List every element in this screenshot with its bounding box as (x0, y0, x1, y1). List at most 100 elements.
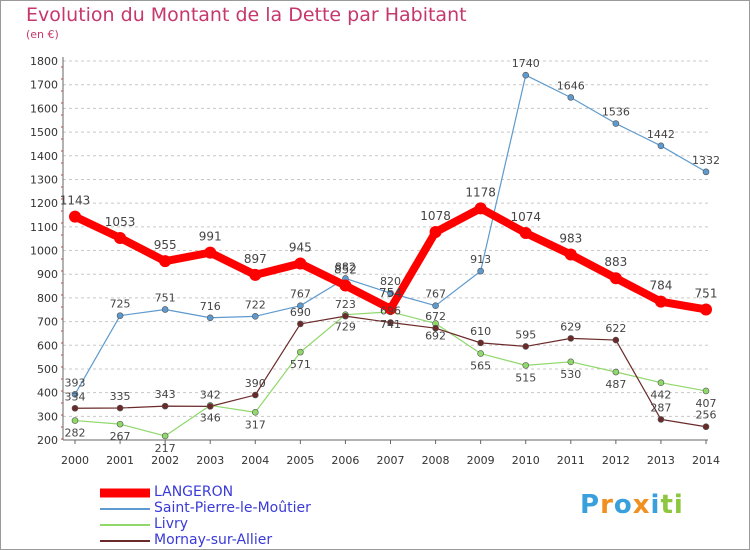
data-point (612, 368, 620, 376)
data-point (206, 403, 214, 410)
data-point (161, 402, 169, 410)
data-point (477, 339, 484, 347)
data-label: 622 (605, 322, 626, 335)
data-label: 346 (200, 411, 221, 424)
data-point (477, 267, 484, 275)
data-point (251, 408, 259, 416)
data-label: 690 (290, 306, 311, 319)
x-tick-label: 2011 (557, 454, 585, 467)
y-tick-label: 800 (37, 292, 58, 305)
data-point (432, 302, 439, 309)
data-point (522, 362, 530, 369)
data-label: 565 (470, 360, 491, 373)
data-point (159, 255, 172, 268)
legend-swatch (100, 508, 150, 510)
data-label: 754 (379, 286, 402, 300)
data-label: 913 (470, 253, 491, 266)
data-label: 882 (335, 260, 356, 273)
x-tick-label: 2007 (377, 454, 405, 467)
data-point (567, 358, 575, 366)
data-point (161, 432, 169, 440)
logo-letter: i (673, 490, 684, 520)
data-label: 729 (335, 321, 356, 334)
data-point (519, 226, 532, 239)
data-point (429, 226, 442, 239)
data-label: 515 (515, 371, 536, 384)
data-label: 723 (335, 298, 356, 311)
data-label: 991 (199, 230, 222, 244)
data-label: 317 (245, 418, 266, 431)
x-tick-label: 2014 (692, 454, 720, 467)
x-tick-label: 2008 (422, 454, 450, 467)
x-tick-label: 2001 (106, 454, 134, 467)
x-tick-label: 2005 (286, 454, 314, 467)
data-point (477, 350, 484, 357)
data-label: 571 (290, 358, 311, 371)
data-label: 883 (604, 255, 627, 269)
data-point (387, 289, 394, 297)
logo-letter: t (660, 490, 674, 520)
x-tick-label: 2006 (331, 454, 359, 467)
data-label: 217 (155, 442, 176, 455)
data-point (339, 279, 352, 292)
data-label: 696 (380, 305, 401, 318)
data-label: 390 (245, 377, 266, 390)
data-label: 442 (650, 389, 671, 402)
data-point (612, 336, 620, 344)
y-tick-label: 200 (37, 434, 58, 447)
y-tick-label: 1000 (30, 245, 58, 258)
data-point (206, 314, 214, 322)
data-point (657, 416, 665, 423)
data-label: 1740 (512, 57, 540, 70)
chart-title: Evolution du Montant de la Dette par Hab… (26, 4, 467, 26)
data-label: 342 (200, 388, 221, 401)
data-point (432, 324, 439, 332)
data-label: 820 (380, 275, 401, 288)
data-point (702, 168, 710, 176)
data-label: 1178 (465, 185, 496, 199)
x-tick-label: 2013 (647, 454, 675, 467)
data-label: 267 (110, 430, 131, 443)
data-point (71, 390, 79, 398)
data-point (702, 423, 710, 431)
data-labels: 393 725 751 716 722 767 882 820 767 913 1740 1646 15… (60, 57, 720, 455)
y-tick-label: 1300 (30, 173, 58, 186)
legend-label: Livry (154, 516, 189, 532)
data-point (657, 379, 665, 386)
data-label: 716 (200, 300, 221, 313)
data-label: 945 (289, 241, 312, 255)
data-point (114, 231, 127, 244)
legend-item: Saint-Pierre-le-Moûtier (100, 500, 360, 517)
data-label: 722 (245, 298, 266, 311)
data-label: 1646 (557, 79, 585, 92)
data-label: 343 (155, 388, 176, 401)
legend-item: LANGERON (100, 484, 360, 501)
data-point (567, 335, 575, 342)
data-label: 256 (696, 409, 717, 422)
data-label: 741 (380, 318, 401, 331)
y-tick-label: 1400 (30, 150, 58, 163)
data-point (474, 202, 487, 215)
axes: 200 300 400 500 600 700 800 900 1000 1100 1200 1300… (30, 55, 720, 467)
data-point (567, 94, 575, 101)
legend-label: Saint-Pierre-le-Moûtier (154, 500, 311, 516)
data-point (702, 387, 710, 395)
data-point (297, 348, 304, 356)
data-point (387, 319, 394, 326)
data-label: 725 (110, 298, 131, 311)
data-label: 393 (65, 376, 86, 389)
y-tick-label: 1500 (30, 126, 58, 139)
data-label: 767 (425, 288, 446, 301)
y-tick-label: 900 (37, 268, 58, 281)
data-point (249, 268, 262, 281)
logo-letter: o (613, 490, 633, 520)
data-label: 692 (425, 329, 446, 342)
data-label: 983 (559, 232, 582, 246)
data-point (657, 142, 665, 150)
data-label: 282 (65, 427, 86, 440)
y-tick-label: 300 (37, 410, 58, 423)
y-tick-label: 1600 (30, 102, 58, 115)
y-tick-label: 500 (37, 363, 58, 376)
data-point (251, 313, 259, 320)
